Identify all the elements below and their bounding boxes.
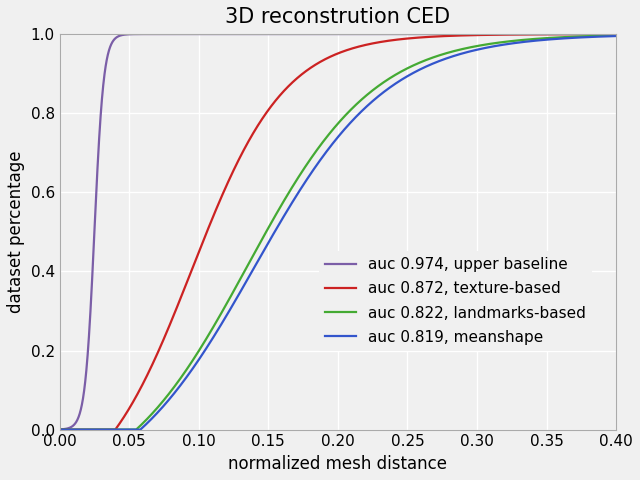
auc 0.819, meanshape	[612, 33, 620, 39]
auc 0.819, meanshape	[541, 37, 549, 43]
Line: auc 0.822, landmarks-based: auc 0.822, landmarks-based	[60, 36, 616, 430]
auc 0.974, upper baseline	[602, 31, 609, 37]
auc 0.974, upper baseline	[119, 32, 127, 38]
Line: auc 0.872, texture-based: auc 0.872, texture-based	[60, 34, 616, 430]
auc 0.819, meanshape	[56, 427, 63, 432]
auc 0.872, texture-based	[541, 31, 549, 37]
auc 0.822, landmarks-based	[293, 176, 301, 182]
auc 0.974, upper baseline	[541, 31, 549, 37]
Line: auc 0.819, meanshape: auc 0.819, meanshape	[60, 36, 616, 430]
auc 0.974, upper baseline	[152, 31, 160, 37]
auc 0.819, meanshape	[269, 232, 277, 238]
auc 0.819, meanshape	[602, 34, 609, 39]
Line: auc 0.974, upper baseline: auc 0.974, upper baseline	[60, 34, 616, 430]
Legend: auc 0.974, upper baseline, auc 0.872, texture-based, auc 0.822, landmarks-based,: auc 0.974, upper baseline, auc 0.872, te…	[319, 251, 592, 351]
X-axis label: normalized mesh distance: normalized mesh distance	[228, 455, 447, 473]
auc 0.819, meanshape	[152, 411, 160, 417]
auc 0.819, meanshape	[119, 427, 127, 432]
Y-axis label: dataset percentage: dataset percentage	[7, 151, 25, 313]
auc 0.822, landmarks-based	[152, 406, 160, 412]
auc 0.974, upper baseline	[269, 31, 277, 37]
auc 0.822, landmarks-based	[119, 427, 127, 432]
auc 0.872, texture-based	[119, 415, 127, 421]
auc 0.822, landmarks-based	[602, 33, 609, 38]
Title: 3D reconstrution CED: 3D reconstrution CED	[225, 7, 451, 27]
auc 0.974, upper baseline	[612, 31, 620, 37]
auc 0.974, upper baseline	[56, 427, 63, 432]
auc 0.872, texture-based	[269, 101, 277, 107]
auc 0.872, texture-based	[56, 427, 63, 432]
auc 0.974, upper baseline	[261, 31, 269, 37]
auc 0.822, landmarks-based	[56, 427, 63, 432]
auc 0.872, texture-based	[602, 31, 609, 37]
auc 0.974, upper baseline	[294, 31, 301, 37]
auc 0.822, landmarks-based	[269, 217, 277, 223]
auc 0.872, texture-based	[612, 31, 620, 37]
auc 0.822, landmarks-based	[541, 36, 549, 41]
auc 0.872, texture-based	[293, 75, 301, 81]
auc 0.822, landmarks-based	[612, 33, 620, 38]
auc 0.819, meanshape	[293, 192, 301, 197]
auc 0.872, texture-based	[152, 353, 160, 359]
